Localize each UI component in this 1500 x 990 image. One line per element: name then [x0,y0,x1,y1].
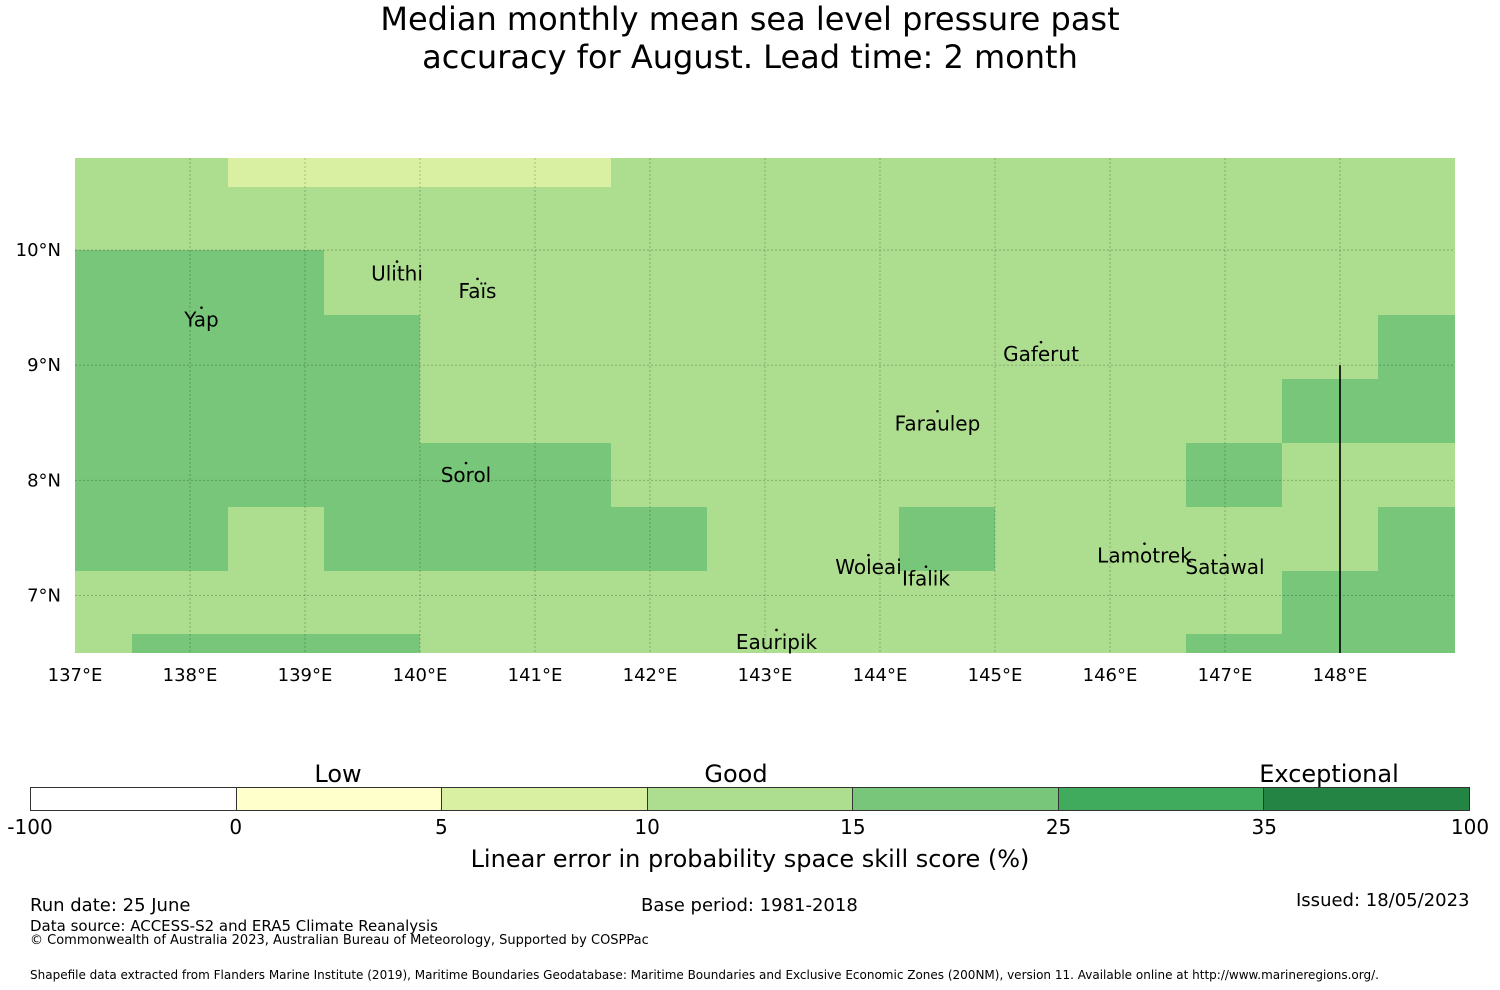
colorbar-segment [1058,788,1265,810]
colorbar-tick-label: -100 [7,815,53,839]
lon-tick-label: 140°E [393,665,448,686]
colorbar [30,787,1470,811]
island-dot [1143,542,1146,545]
island-dot [1223,553,1227,557]
colorbar-tick-label: 100 [1450,815,1490,839]
lon-tick-label: 146°E [1083,665,1138,686]
colorbar-title: Linear error in probability space skill … [470,845,1030,873]
skill-grid [75,158,1455,653]
skill-cell [132,634,420,653]
place-label: Gaferut [1003,342,1079,366]
island-dot [924,565,928,568]
shapefile-credit: Shapefile data extracted from Flanders M… [30,968,1379,982]
island-dot [1039,340,1043,344]
place-ulithi: Ulithi [371,260,423,286]
island-dot [775,628,778,632]
colorbar-segment [853,788,1059,810]
lon-tick-label: 144°E [853,665,908,686]
colorbar-segment [1264,788,1470,810]
lon-tick-label: 142°E [623,665,678,686]
issued-date: Issued: 18/05/2023 [1296,890,1470,911]
colorbar-tick-label: 5 [435,815,448,839]
skill-cell [1378,315,1455,379]
lon-tick-label: 139°E [278,665,333,686]
lon-tick-label: 147°E [1198,665,1253,686]
lat-tick-label: 10°N [16,240,61,261]
skill-cell [228,158,611,187]
place-yap: Yap [183,306,219,332]
place-sorol: Sorol [441,461,492,487]
copyright: © Commonwealth of Australia 2023, Austra… [30,933,649,948]
title-line-2: accuracy for August. Lead time: 2 month [422,38,1078,76]
skill-cell [1186,443,1282,507]
place-ifalik: Ifalik [902,565,950,591]
place-label: Lamotrek [1097,544,1192,568]
skill-cell [611,507,707,571]
lat-tick-label: 8°N [27,470,61,491]
place-label: Faïs [459,279,497,303]
data-source: Data source: ACCESS-S2 and ERA5 Climate … [30,917,438,935]
colorbar-segment [647,788,854,810]
place-lamotrek: Lamotrek [1097,542,1192,568]
lon-tick-label: 148°E [1313,665,1368,686]
lon-tick-label: 138°E [163,665,218,686]
colorbar-segment [31,788,237,810]
island-dot [936,409,939,413]
place-woleai: Woleai [835,553,902,579]
island-dot [395,260,399,263]
lon-tick-label: 145°E [968,665,1023,686]
lat-tick-label: 9°N [27,355,61,376]
place-label: Ulithi [371,262,423,286]
place-label: Faraulep [895,411,981,435]
category-good: Good [704,760,768,788]
skill-cell [1378,507,1455,653]
run-date: Run date: 25 June [30,895,191,916]
place-label: Satawal [1185,555,1264,579]
lon-tick-label: 141°E [508,665,563,686]
colorbar-tick-label: 15 [840,815,866,839]
skill-map: Ulithi Faïs Yap Gaferut Faraulep Sorol Woleai I… [16,158,1455,686]
title-line-1: Median monthly mean sea level pressure p… [380,0,1120,38]
colorbar-tick-label: 10 [634,815,660,839]
place-label: Ifalik [902,567,950,591]
category-exceptional: Exceptional [1259,760,1399,788]
island-dot [464,461,468,465]
skill-cell [1186,634,1282,653]
skill-cell [899,507,995,571]
colorbar-segment [236,788,443,810]
island-dot [476,277,479,281]
place-gaferut: Gaferut [1003,340,1079,366]
category-low: Low [314,760,362,788]
skill-cell [1282,571,1378,653]
place-eauripik: Eauripik [736,628,818,654]
place-satawal: Satawal [1185,553,1265,579]
place-label: Eauripik [736,630,818,654]
latitude-tick-labels: 10°N 9°N 8°N 7°N [16,240,61,606]
place-label: Yap [183,308,218,332]
place-label: Sorol [441,463,492,487]
graticule [75,158,1455,653]
colorbar-tick-label: 35 [1251,815,1278,839]
skill-cell [1282,379,1455,443]
colorbar-segment [442,788,648,810]
place-fas: Faïs [459,277,497,303]
lat-tick-label: 7°N [27,585,61,606]
colorbar-tick-label: 0 [229,815,243,839]
lon-tick-label: 143°E [738,665,793,686]
colorbar-tick-label: 25 [1045,815,1072,839]
place-label: Woleai [835,555,902,579]
skill-cell [420,443,611,571]
skill-cell [228,507,324,571]
island-dot [200,306,203,309]
chart-title: Median monthly mean sea level pressure p… [0,0,1500,76]
lon-tick-label: 137°E [48,665,103,686]
place-labels: Ulithi Faïs Yap Gaferut Faraulep Sorol Woleai I… [183,260,1265,654]
island-dot [867,553,870,557]
base-period: Base period: 1981-2018 [641,895,858,916]
skill-cell [324,315,420,571]
place-faraulep: Faraulep [895,409,981,435]
longitude-tick-labels: 137°E 138°E 139°E 140°E 141°E 142°E 143°E 144°E… [48,665,1368,686]
